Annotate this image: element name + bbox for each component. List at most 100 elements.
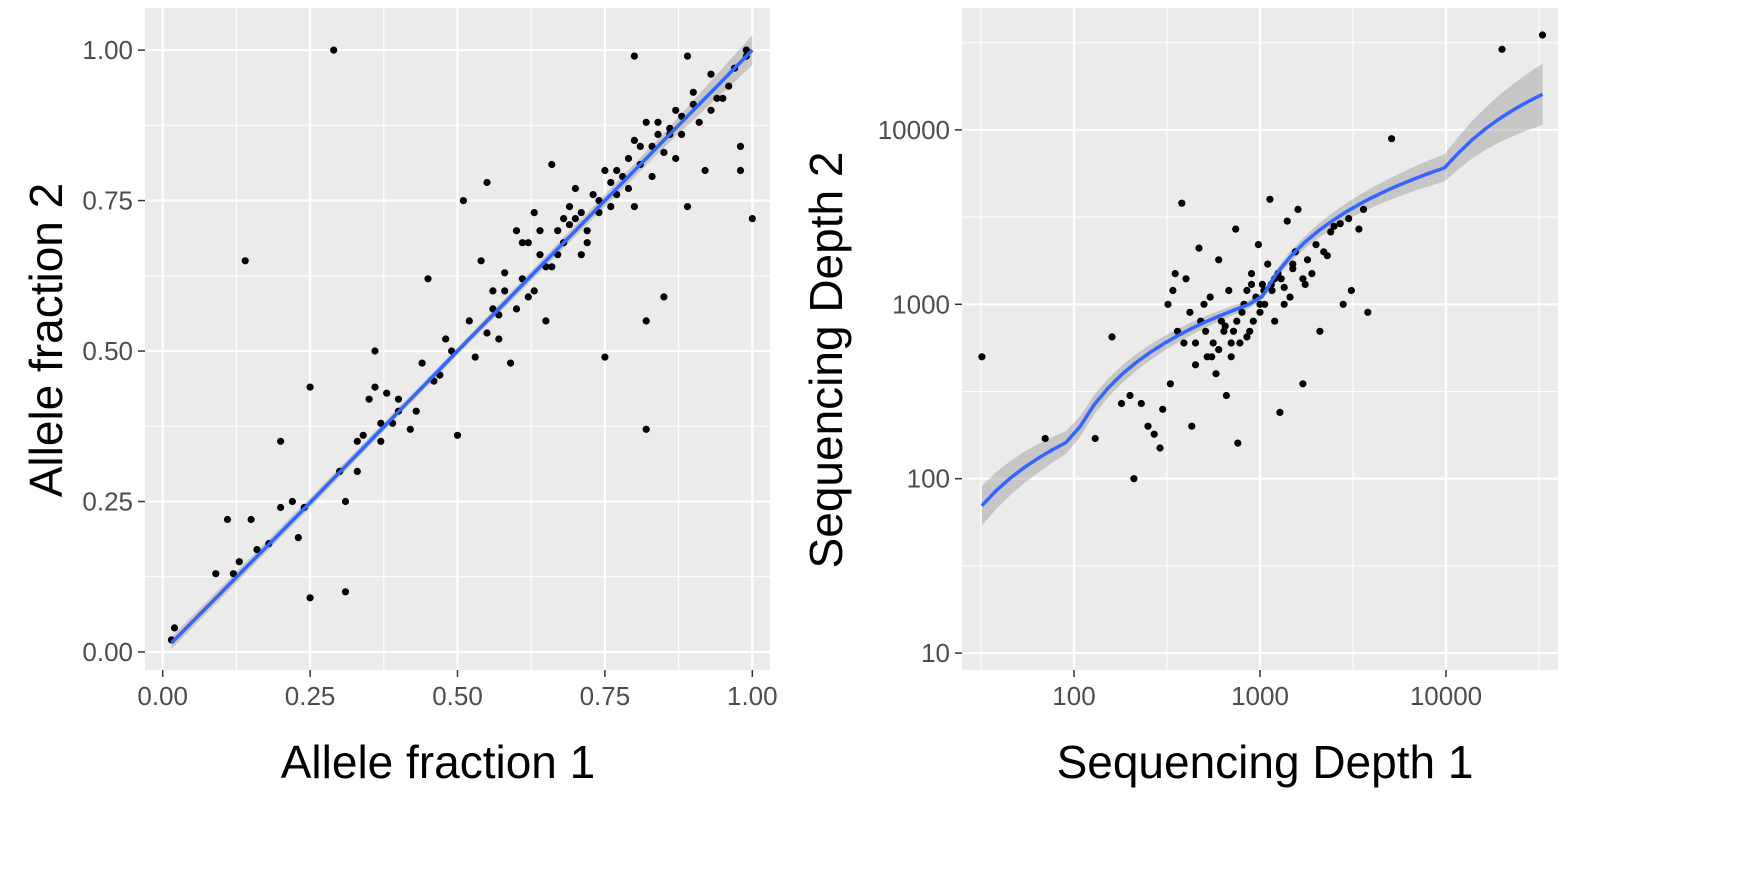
af-data-point: [548, 160, 556, 169]
depth-data-point: [1294, 205, 1302, 213]
af-data-point: [577, 209, 585, 217]
depth-x-tick-label: 10000: [1410, 681, 1482, 711]
depth-data-point: [1247, 280, 1256, 288]
af-data-point: [630, 52, 639, 60]
depth-data-point: [1178, 199, 1186, 207]
af-data-point: [678, 130, 686, 138]
af-data-point: [524, 293, 532, 301]
af-data-point: [601, 353, 609, 361]
depth-data-point: [1117, 399, 1126, 408]
af-data-point: [565, 221, 574, 229]
depth-y-tick-label: 100: [907, 464, 950, 494]
depth-data-point: [1130, 475, 1138, 483]
af-data-point: [412, 407, 420, 415]
af-data-point: [306, 594, 314, 602]
af-data-point: [377, 419, 385, 427]
depth-data-point: [1283, 217, 1291, 225]
af-y-tick-label: 0.00: [82, 637, 133, 667]
allele-fraction-panel: 0.00 0.25 0.50 0.75 1.00 0.00 0.25 0.50 0.75 1.00…: [20, 8, 778, 788]
depth-x-axis-title: Sequencing Depth 1: [1057, 736, 1474, 788]
af-data-point: [371, 383, 379, 391]
af-data-point: [277, 437, 285, 445]
depth-data-point: [1227, 353, 1235, 361]
af-y-tick-label: 0.75: [82, 186, 133, 216]
depth-data-point: [1233, 317, 1241, 325]
depth-data-point: [1256, 308, 1264, 316]
depth-data-point: [1538, 31, 1547, 39]
af-data-point: [707, 70, 715, 78]
depth-data-point: [1266, 195, 1274, 203]
depth-data-point: [1212, 370, 1220, 378]
af-data-point: [607, 178, 615, 187]
depth-data-point: [1286, 293, 1294, 301]
af-data-point: [477, 257, 485, 265]
af-data-point: [288, 497, 296, 506]
af-x-tick-label: 0.25: [285, 681, 336, 711]
depth-data-point: [1208, 353, 1216, 361]
depth-x-tick-label: 1000: [1231, 681, 1289, 711]
af-data-point: [736, 142, 745, 150]
af-data-point: [565, 203, 574, 211]
depth-data-point: [1247, 270, 1256, 278]
af-data-point: [483, 329, 491, 337]
af-data-point: [365, 395, 373, 403]
depth-data-point: [1243, 333, 1251, 341]
depth-data-point: [1359, 205, 1368, 213]
af-x-tick-label: 0.75: [580, 681, 631, 711]
af-data-point: [736, 166, 745, 175]
depth-data-point: [1169, 286, 1177, 295]
depth-data-point: [1246, 327, 1254, 335]
af-data-point: [719, 94, 727, 102]
depth-data-point: [1316, 327, 1324, 335]
af-data-point: [642, 118, 650, 126]
af-data-point: [654, 130, 662, 138]
depth-data-point: [1234, 439, 1242, 447]
af-data-point: [501, 287, 509, 295]
depth-data-point: [1206, 293, 1214, 301]
af-data-point: [229, 570, 237, 578]
af-x-tick-label: 0.50: [432, 681, 483, 711]
depth-data-point: [1222, 391, 1230, 400]
af-data-point: [548, 263, 556, 271]
depth-data-point: [1180, 339, 1188, 347]
depth-fit-line: [980, 92, 1544, 507]
depth-data-point: [1156, 444, 1164, 452]
af-data-point: [683, 203, 692, 211]
af-data-point: [512, 305, 521, 313]
depth-data-point: [1159, 405, 1167, 413]
depth-data-point: [1215, 256, 1223, 264]
depth-data-point: [1327, 228, 1335, 236]
af-data-point: [583, 227, 591, 235]
af-data-point: [542, 317, 550, 325]
af-data-point: [424, 275, 432, 283]
af-data-point: [377, 437, 385, 445]
af-data-point: [223, 515, 232, 524]
af-data-point: [624, 184, 633, 193]
depth-data-point: [1209, 339, 1217, 347]
depth-data-point: [1238, 308, 1246, 316]
af-data-point: [654, 118, 662, 126]
depth-x-tick-label: 100: [1052, 681, 1095, 711]
depth-data-point: [1258, 280, 1266, 288]
depth-data-point: [978, 353, 986, 361]
af-data-point: [642, 425, 650, 433]
af-y-axis-title: Allele fraction 2: [20, 183, 72, 498]
depth-data-point: [1166, 380, 1174, 388]
depth-data-point: [1388, 135, 1396, 143]
depth-data-point: [1041, 434, 1049, 443]
depth-data-point: [1243, 286, 1251, 295]
depth-data-point: [1217, 317, 1225, 325]
depth-data-point: [1289, 260, 1297, 268]
depth-data-point: [1225, 286, 1233, 295]
depth-data-point: [1498, 45, 1506, 53]
depth-data-point: [1249, 317, 1257, 325]
depth-data-point: [1268, 286, 1276, 295]
af-data-point: [341, 588, 350, 596]
af-y-tick-label: 0.50: [82, 336, 133, 366]
af-data-point: [235, 558, 243, 566]
depth-data-point: [1200, 300, 1208, 308]
af-data-point: [465, 317, 473, 325]
depth-data-point: [1236, 339, 1244, 347]
af-data-point: [583, 239, 591, 247]
